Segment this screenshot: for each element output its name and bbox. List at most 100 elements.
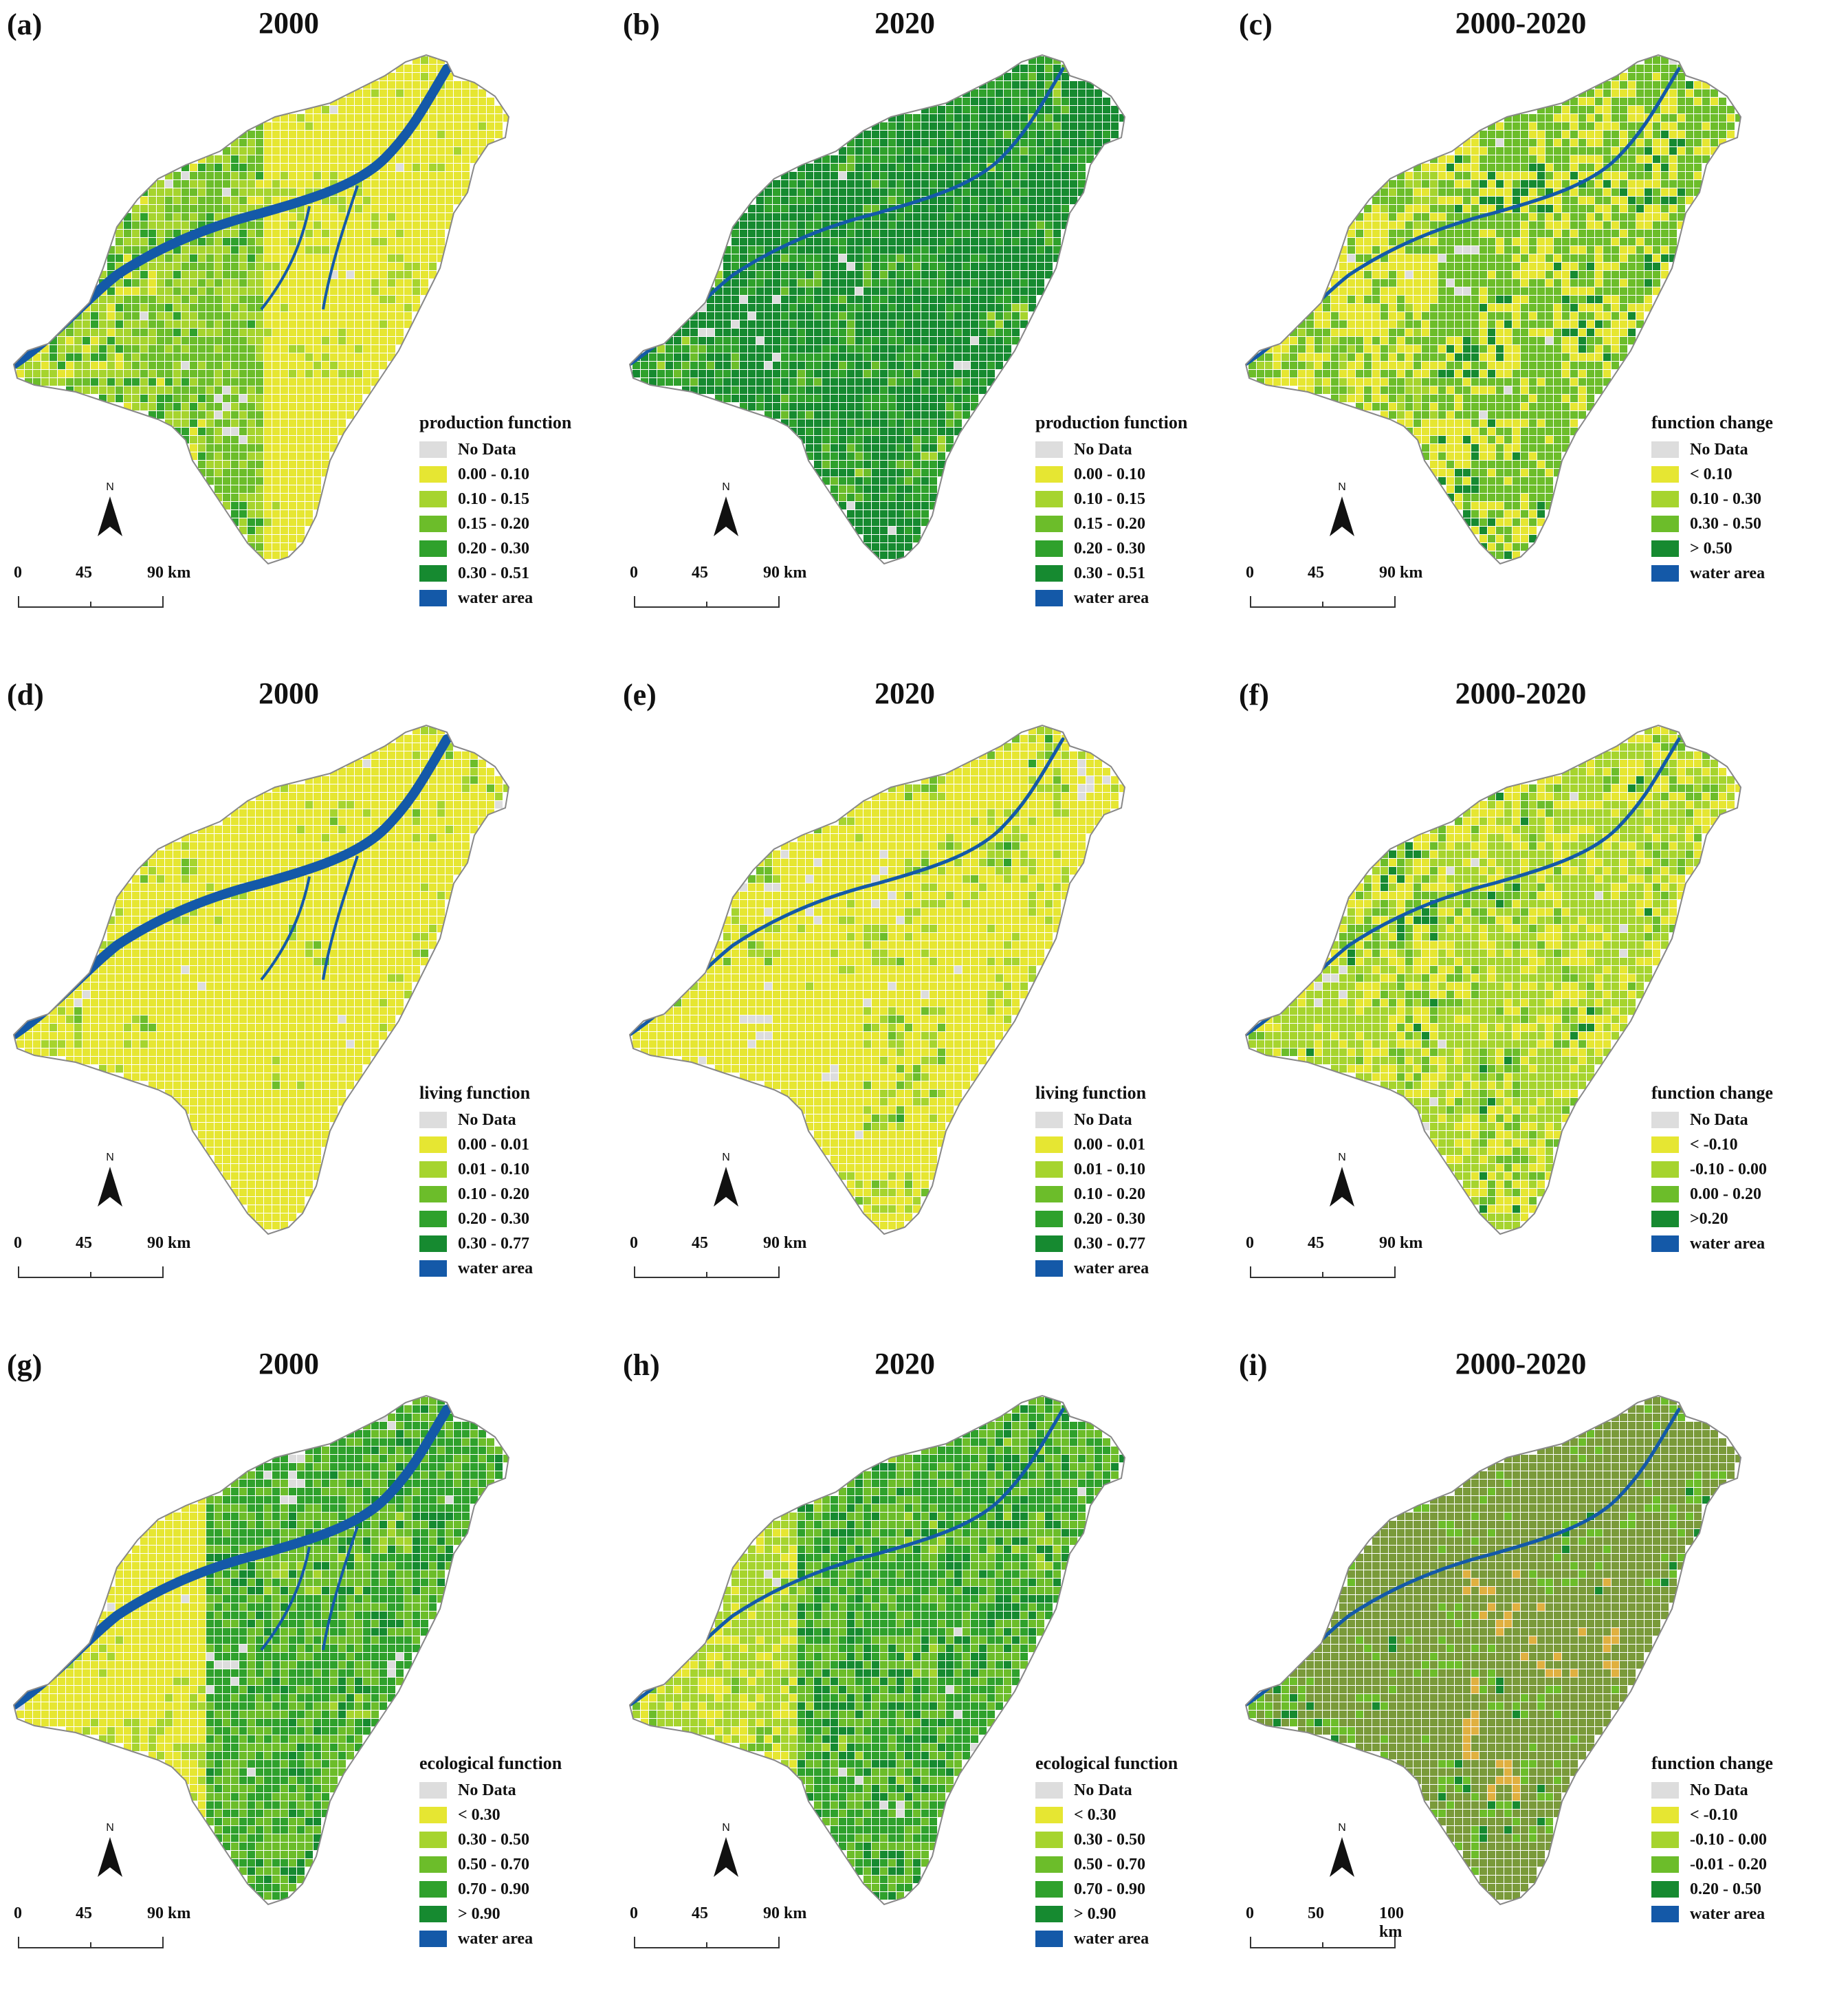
legend-label: water area	[1690, 1235, 1765, 1253]
legend-item: water area	[419, 1256, 612, 1281]
legend-item: 0.20 - 0.30	[1035, 536, 1228, 561]
panel-label: (g)	[7, 1348, 42, 1383]
north-label: N	[1321, 1822, 1363, 1834]
legend-label: 0.50 - 0.70	[1074, 1856, 1145, 1874]
legend-swatch	[1651, 1186, 1679, 1202]
north-arrow-icon: N	[1321, 1152, 1363, 1213]
legend-swatch	[419, 1260, 447, 1277]
legend-label: < 0.30	[1074, 1806, 1116, 1825]
scale-label: 0	[1246, 1904, 1254, 1923]
scale-label: 0	[630, 1234, 638, 1253]
legend-item: -0.01 - 0.20	[1651, 1852, 1844, 1877]
legend-swatch	[419, 491, 447, 507]
legend-item: < 0.30	[419, 1803, 612, 1827]
legend-swatch	[1651, 1881, 1679, 1898]
legend-label: 0.30 - 0.50	[1690, 515, 1761, 534]
panel-title: 2020	[740, 676, 1070, 711]
legend-item: water area	[1035, 1256, 1228, 1281]
legend-item: >0.20	[1651, 1207, 1844, 1231]
scale-label: 90 km	[147, 1904, 190, 1923]
legend-swatch	[419, 1906, 447, 1922]
north-arrow-icon: N	[1321, 481, 1363, 543]
legend-swatch	[419, 1235, 447, 1252]
legend-item: > 0.90	[1035, 1902, 1228, 1926]
legend-item: No Data	[419, 1108, 612, 1132]
legend-item: 0.00 - 0.01	[419, 1132, 612, 1157]
scale-label: 90 km	[1379, 1234, 1422, 1253]
legend-label: -0.01 - 0.20	[1690, 1856, 1767, 1874]
scale-label: 90 km	[147, 1234, 190, 1253]
legend-item: No Data	[419, 437, 612, 462]
legend-swatch	[1651, 565, 1679, 582]
legend-item: No Data	[1035, 437, 1228, 462]
legend-label: 0.01 - 0.10	[458, 1161, 529, 1179]
scale-label: 45	[1308, 564, 1324, 582]
legend-swatch	[1035, 491, 1063, 507]
panel-title: 2000	[124, 1346, 454, 1381]
scale-label: 45	[76, 1234, 92, 1253]
legend-item: 0.20 - 0.30	[419, 536, 612, 561]
panel-label: (d)	[7, 677, 44, 712]
legend-swatch	[1651, 1136, 1679, 1153]
scale-label: 45	[692, 1234, 708, 1253]
legend-item: < -0.10	[1651, 1803, 1844, 1827]
scale-label: 45	[76, 1904, 92, 1923]
legend-item: 0.50 - 0.70	[419, 1852, 612, 1877]
legend-label: 0.10 - 0.15	[458, 490, 529, 509]
legend-item: 0.10 - 0.15	[419, 487, 612, 512]
legend-title: ecological function	[419, 1753, 612, 1774]
legend-label: > 0.90	[458, 1905, 500, 1924]
legend-label: < 0.30	[458, 1806, 500, 1825]
scale-label: 90 km	[147, 564, 190, 582]
legend-item: 0.10 - 0.20	[419, 1182, 612, 1207]
north-arrow-icon: N	[1321, 1822, 1363, 1884]
legend-swatch	[419, 590, 447, 606]
legend-label: 0.30 - 0.51	[1074, 564, 1145, 583]
legend-swatch	[419, 1186, 447, 1202]
legend-swatch	[419, 1856, 447, 1873]
legend-swatch	[1651, 516, 1679, 532]
legend: living function No Data 0.00 - 0.01 0.01 - …	[419, 1083, 612, 1281]
legend-label: 0.15 - 0.20	[458, 515, 529, 534]
legend-swatch	[1651, 491, 1679, 507]
legend-swatch	[1035, 590, 1063, 606]
north-arrow-icon: N	[705, 1152, 747, 1213]
legend-item: 0.00 - 0.20	[1651, 1182, 1844, 1207]
legend-swatch	[419, 466, 447, 483]
legend-label: 0.00 - 0.01	[458, 1136, 529, 1154]
legend-label: 0.70 - 0.90	[1074, 1880, 1145, 1899]
legend-swatch	[1035, 466, 1063, 483]
legend-swatch	[1035, 1832, 1063, 1848]
north-label: N	[1321, 481, 1363, 494]
legend-title: living function	[419, 1083, 612, 1103]
legend-swatch	[1651, 466, 1679, 483]
legend-swatch	[1651, 441, 1679, 458]
legend-swatch	[1035, 1211, 1063, 1227]
legend-swatch	[419, 1931, 447, 1947]
legend-label: > 0.90	[1074, 1905, 1116, 1924]
north-label: N	[1321, 1152, 1363, 1164]
north-label: N	[705, 1822, 747, 1834]
scale-label: 45	[692, 1904, 708, 1923]
scale-label: 90 km	[1379, 564, 1422, 582]
legend-swatch	[1651, 1782, 1679, 1799]
panel-label: (b)	[623, 7, 660, 42]
legend-swatch	[1651, 1906, 1679, 1922]
legend-label: 0.20 - 0.30	[458, 1210, 529, 1229]
legend-swatch	[1651, 1832, 1679, 1848]
north-label: N	[705, 481, 747, 494]
panel-label: (a)	[7, 7, 42, 42]
legend-swatch	[1651, 1856, 1679, 1873]
north-label: N	[89, 1822, 131, 1834]
legend-label: water area	[1074, 1260, 1149, 1278]
